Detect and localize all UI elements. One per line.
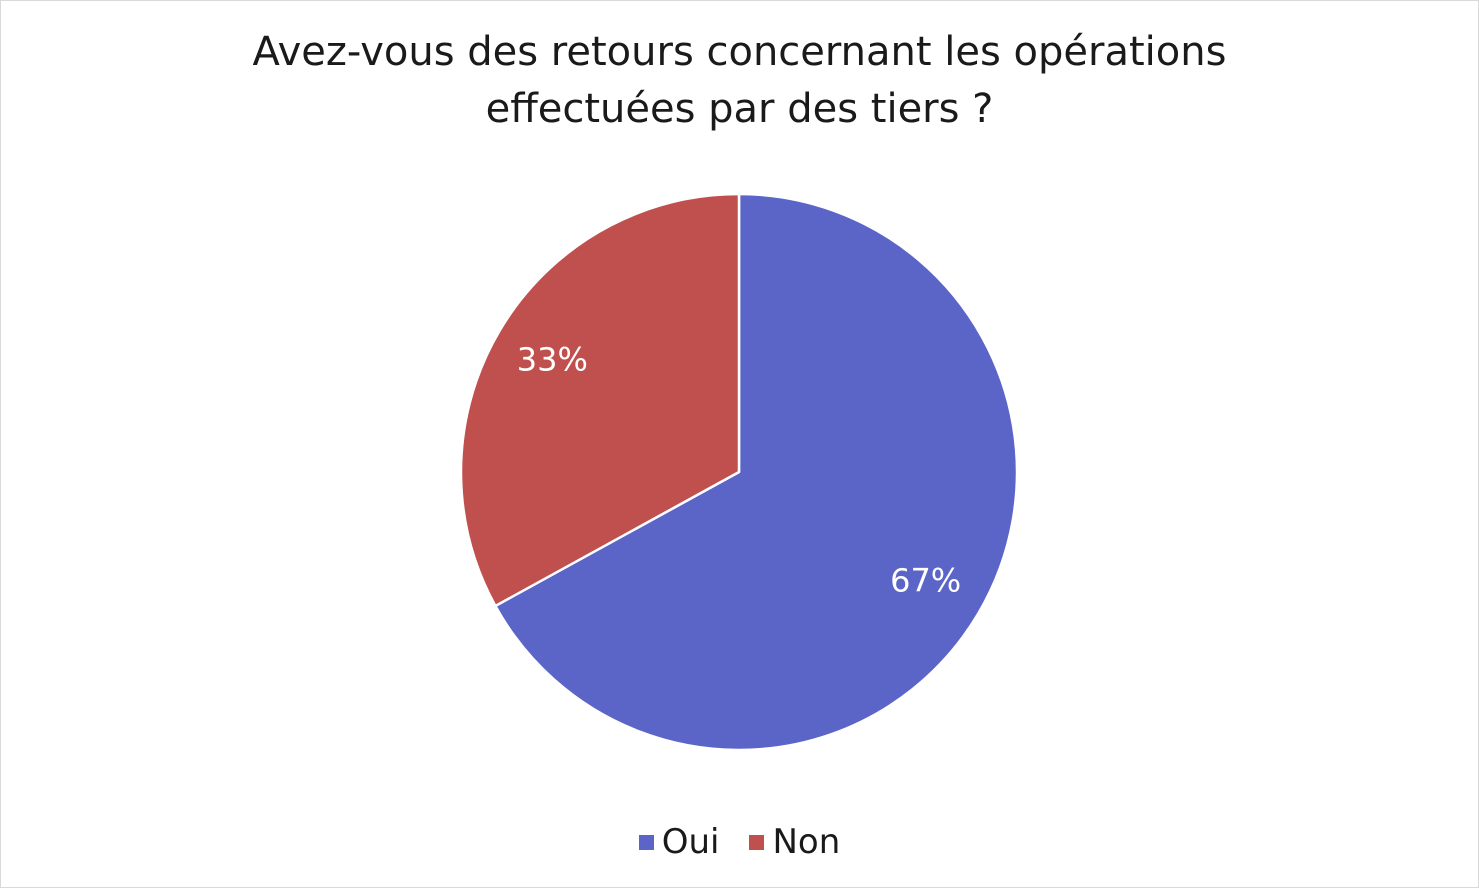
legend-label-oui: Oui xyxy=(661,822,720,862)
chart-title-line-2: effectuées par des tiers ? xyxy=(485,86,994,132)
legend-item-oui[interactable]: Oui xyxy=(638,822,720,862)
chart-title-line-1: Avez-vous des retours concernant les opé… xyxy=(252,29,1227,75)
chart-title: Avez-vous des retours concernant les opé… xyxy=(0,24,1479,138)
legend-swatch-oui xyxy=(638,834,654,850)
legend-label-non: Non xyxy=(772,822,841,862)
pie-slice-non[interactable] xyxy=(459,192,741,608)
legend: Oui Non xyxy=(0,822,1479,862)
legend-item-non[interactable]: Non xyxy=(749,822,840,862)
data-label-oui: 67% xyxy=(890,561,961,599)
legend-swatch-non xyxy=(749,834,765,850)
data-label-non: 33% xyxy=(517,341,588,379)
pie-slice-oui[interactable] xyxy=(494,192,1019,752)
